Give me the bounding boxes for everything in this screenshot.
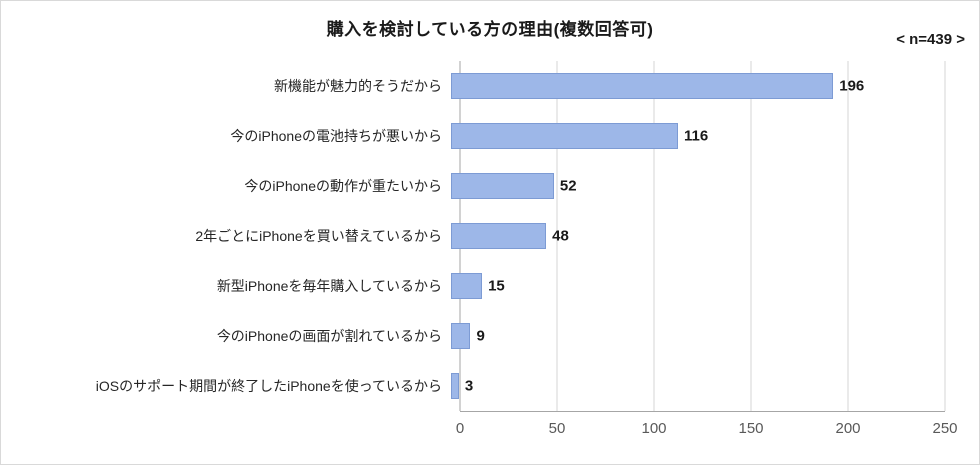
category-label: 今のiPhoneの動作が重たいから — [244, 178, 442, 194]
bar — [451, 123, 679, 149]
bar — [451, 323, 471, 349]
bar — [451, 73, 834, 99]
gridline — [556, 61, 558, 411]
x-tick-label: 200 — [835, 420, 861, 437]
x-tick-label: 0 — [455, 420, 465, 437]
gridline — [847, 61, 849, 411]
chart-row: 今のiPhoneの電池持ちが悪いから 116 — [1, 111, 979, 161]
bar-track: 15 — [451, 273, 936, 299]
bar — [451, 173, 554, 199]
chart-row: 新機能が魅力的そうだから 196 — [1, 61, 979, 111]
bar-track: 9 — [451, 323, 936, 349]
bar-track: 48 — [451, 223, 936, 249]
chart-title: 購入を検討している方の理由(複数回答可) — [326, 20, 654, 39]
chart-row: 今のiPhoneの画面が割れているから 9 — [1, 311, 979, 361]
value-label: 48 — [552, 227, 569, 245]
value-label: 196 — [839, 77, 865, 95]
chart-rows: 新機能が魅力的そうだから 196 今のiPhoneの電池持ちが悪いから 116 今のiP… — [1, 61, 979, 411]
value-label: 52 — [559, 177, 577, 195]
chart-row: 2年ごとにiPhoneを買い替えているから 48 — [1, 211, 979, 261]
category-label: 新型iPhoneを毎年購入しているから — [216, 278, 442, 294]
category-label: iOSのサポート期間が終了したiPhoneを使っているから — [95, 378, 442, 394]
x-tick-label: 250 — [932, 420, 958, 437]
bar-track: 196 — [451, 73, 936, 99]
gridline — [750, 61, 752, 411]
chart-row: iOSのサポート期間が終了したiPhoneを使っているから 3 — [1, 361, 979, 411]
bar — [451, 373, 459, 399]
category-label: 今のiPhoneの画面が割れているから — [216, 328, 442, 344]
category-label: 2年ごとにiPhoneを買い替えているから — [195, 228, 442, 244]
chart-row: 新型iPhoneを毎年購入しているから 15 — [1, 261, 979, 311]
bar-track: 116 — [451, 123, 936, 149]
value-label: 116 — [684, 127, 709, 145]
bar — [451, 273, 483, 299]
x-tick-label: 100 — [641, 420, 667, 437]
x-axis-ticks: 0 50 100 150 200 250 — [456, 420, 958, 440]
sample-size-label: < n=439 > — [896, 31, 965, 48]
bar-track: 52 — [451, 173, 936, 199]
category-label: 今のiPhoneの電池持ちが悪いから — [230, 128, 442, 144]
value-label: 15 — [488, 277, 505, 295]
category-label: 新機能が魅力的そうだから — [274, 78, 442, 94]
value-label: 9 — [476, 327, 485, 345]
bar-track: 3 — [451, 373, 936, 399]
gridline — [944, 61, 946, 411]
x-tick-label: 50 — [548, 420, 566, 437]
gridline — [653, 61, 655, 411]
chart-row: 今のiPhoneの動作が重たいから 52 — [1, 161, 979, 211]
x-tick-label: 150 — [738, 420, 764, 437]
value-label: 3 — [464, 377, 474, 395]
bar — [451, 223, 547, 249]
